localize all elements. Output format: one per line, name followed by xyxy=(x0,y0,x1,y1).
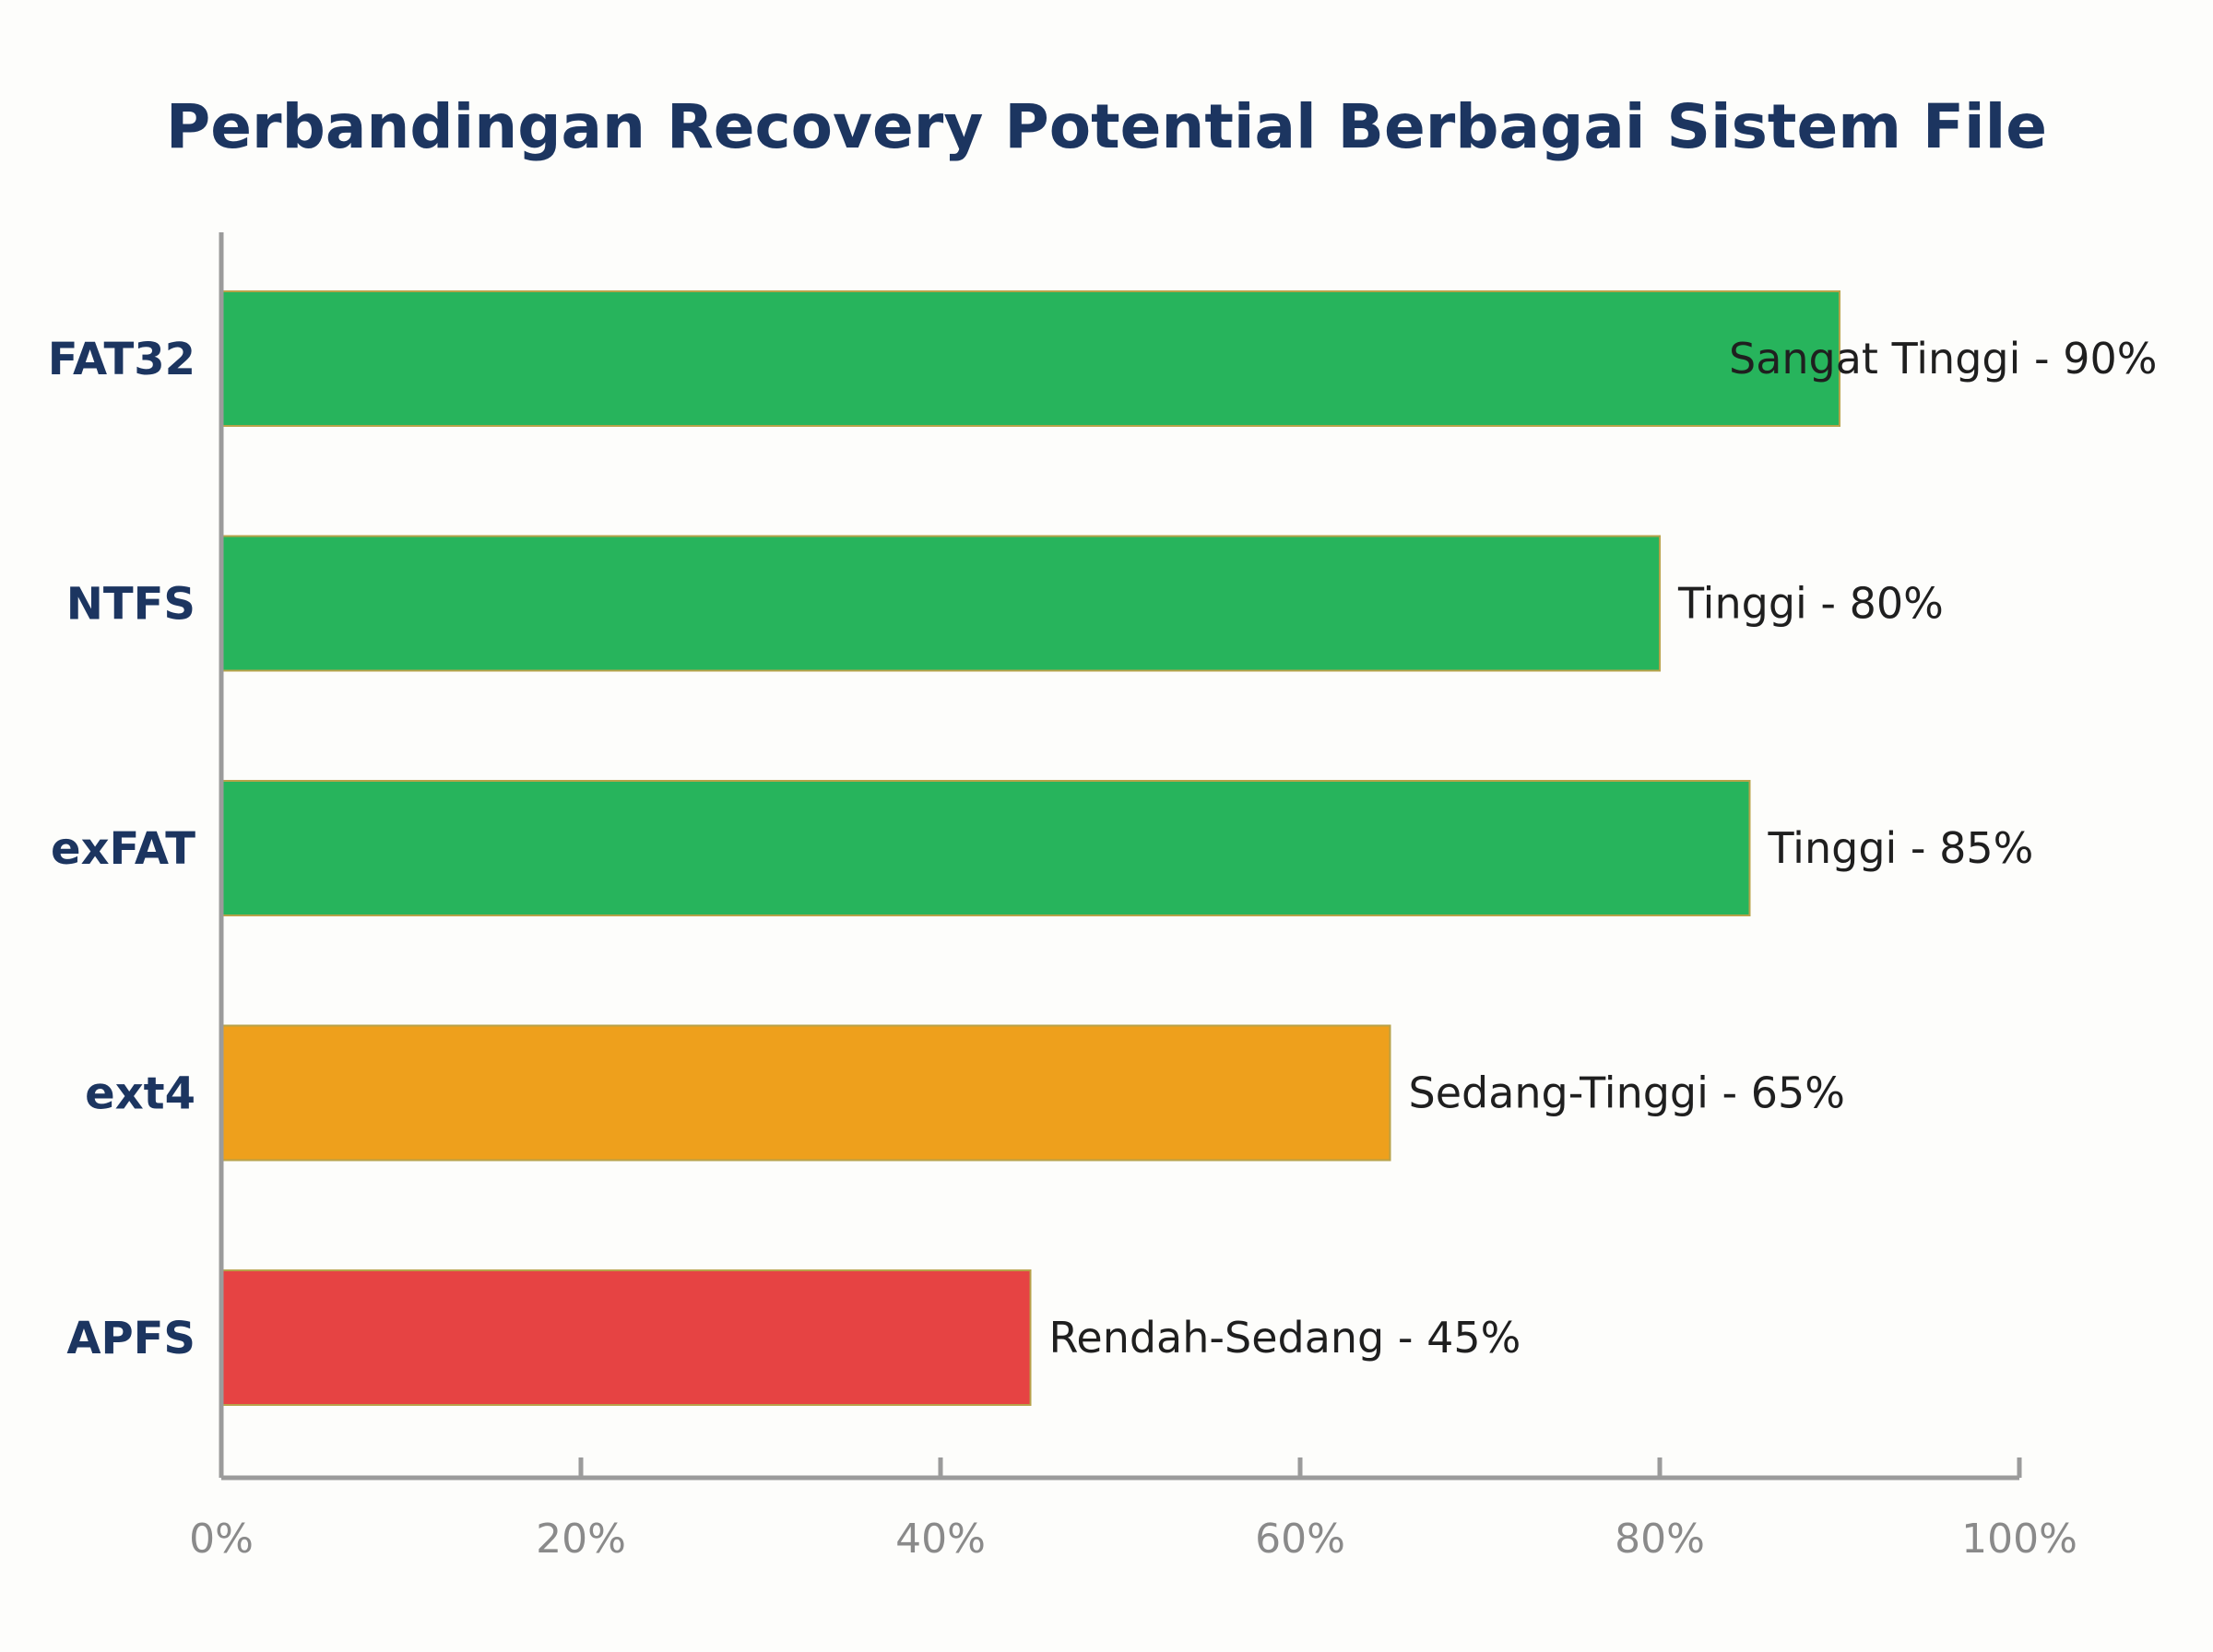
x-tick-label: 100% xyxy=(1961,1516,2077,1563)
x-tick-label: 0% xyxy=(189,1516,254,1563)
x-tick-label: 60% xyxy=(1255,1516,1345,1563)
bar-exfat xyxy=(220,780,1751,916)
bar-ntfs xyxy=(220,535,1661,672)
x-tick-label: 40% xyxy=(895,1516,986,1563)
data-label-fat32: Sangat Tinggi - 90% xyxy=(1729,334,2157,384)
x-tick-label: 20% xyxy=(536,1516,626,1563)
data-label-ext4: Sedang-Tinggi - 65% xyxy=(1409,1068,1846,1118)
bar-ext4 xyxy=(220,1024,1391,1162)
data-label-exfat: Tinggi - 85% xyxy=(1768,823,2034,873)
x-tick-label: 80% xyxy=(1615,1516,1705,1563)
category-label-fat32: FAT32 xyxy=(48,334,195,385)
category-label-ntfs: NTFS xyxy=(66,579,195,631)
bar-apfs xyxy=(220,1269,1032,1406)
category-label-ext4: ext4 xyxy=(85,1068,195,1120)
category-label-exfat: exFAT xyxy=(51,823,195,875)
bar-fat32 xyxy=(220,290,1840,427)
data-label-apfs: Rendah-Sedang - 45% xyxy=(1049,1313,1521,1363)
bars-layer: FAT32 Sangat Tinggi - 90% NTFS Tinggi - 80%… xyxy=(48,290,2157,1406)
chart-title: Perbandingan Recovery Potential Berbagai… xyxy=(166,91,2047,162)
axis-layer: 0% 20% 40% 60% 80% 100% xyxy=(189,232,2077,1563)
data-label-ntfs: Tinggi - 80% xyxy=(1677,579,1944,629)
category-label-apfs: APFS xyxy=(66,1313,195,1364)
